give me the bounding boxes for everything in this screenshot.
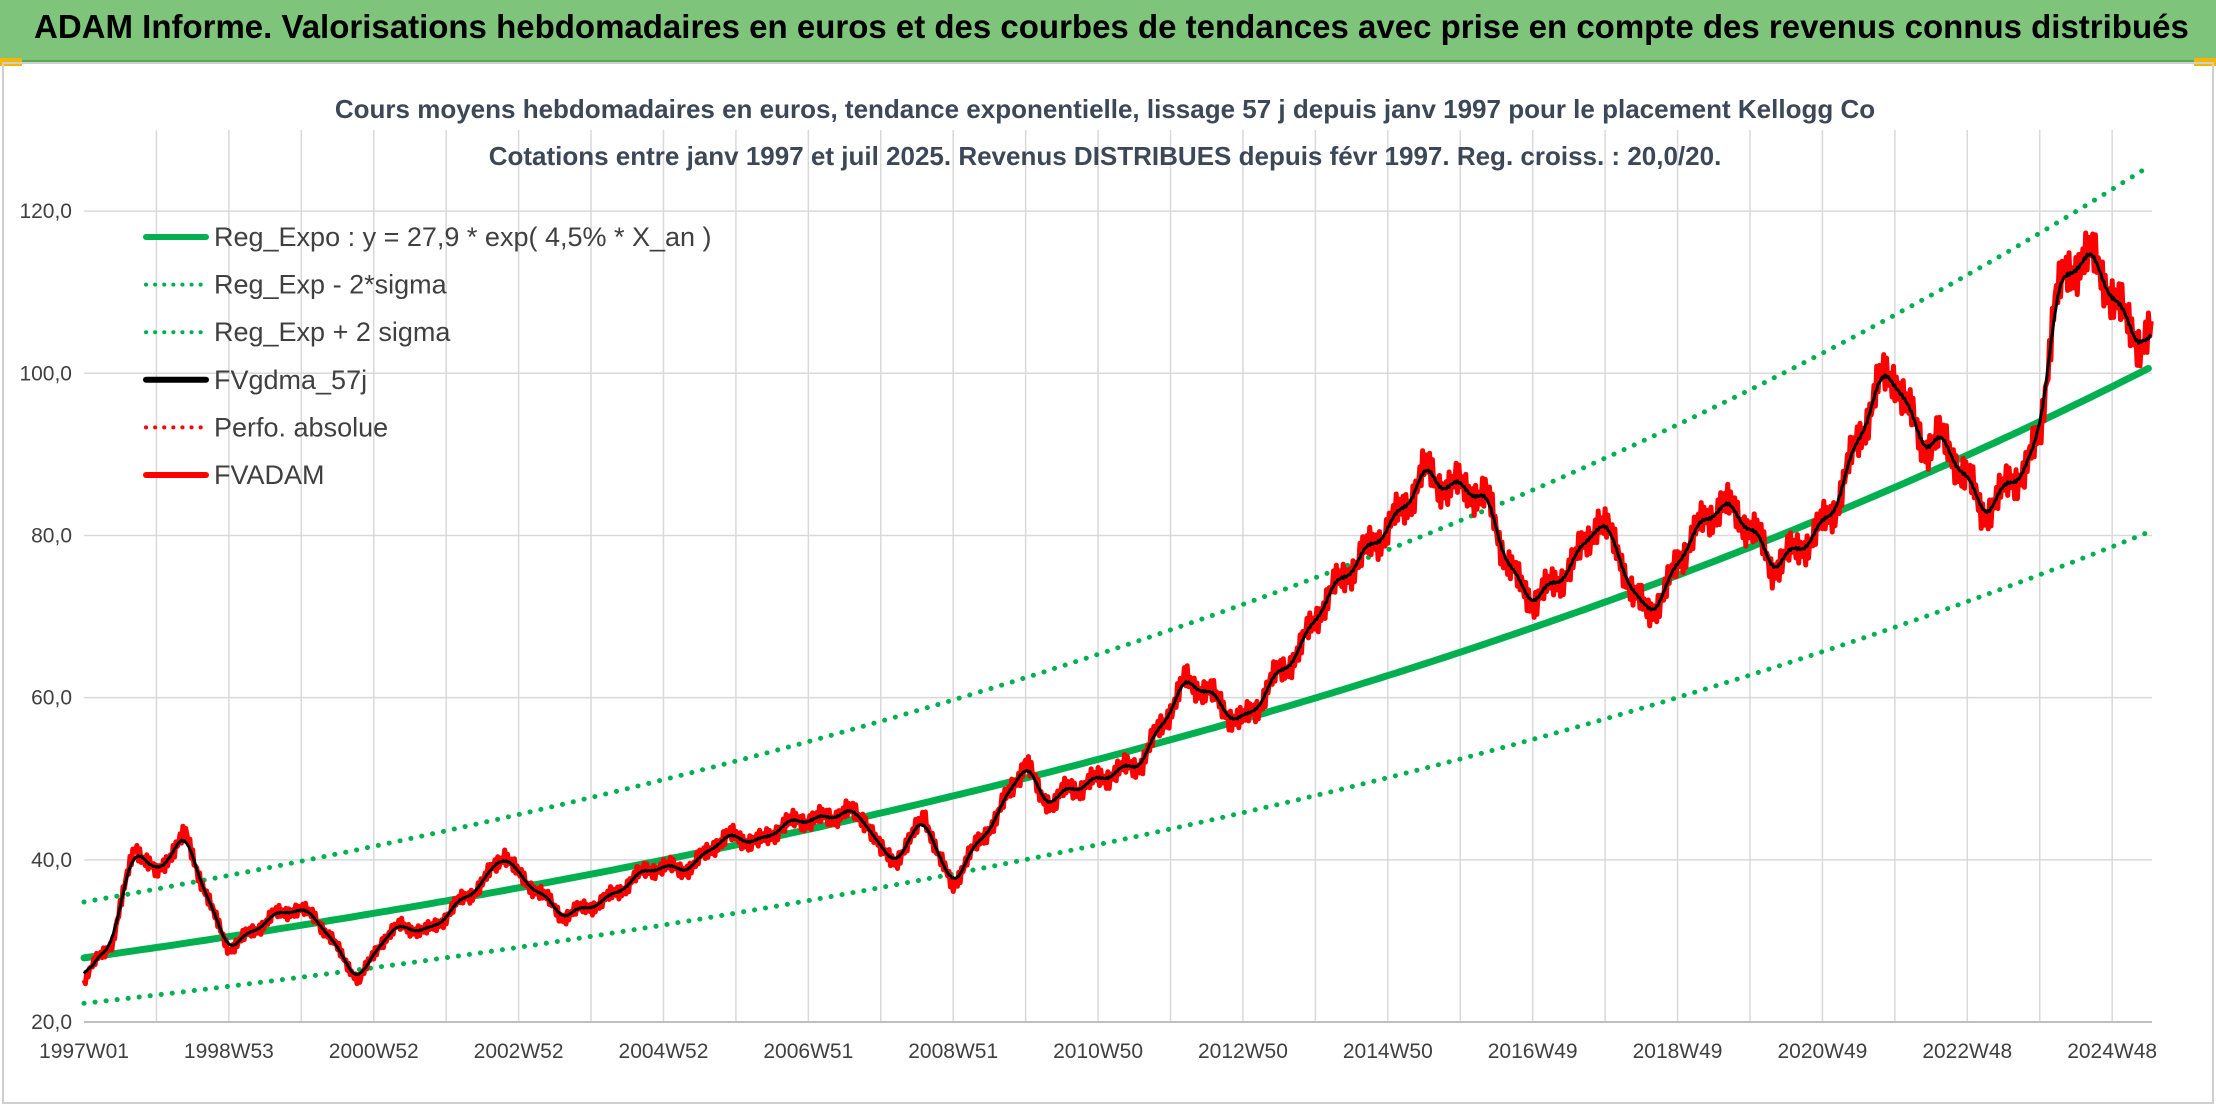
y-tick-label: 120,0 <box>19 200 72 223</box>
y-tick-label: 60,0 <box>31 687 72 710</box>
regression-line <box>81 529 2151 1006</box>
x-tick-label: 2004W52 <box>619 1040 709 1063</box>
legend-item: Perfo. absolue <box>214 412 388 442</box>
legend-item: FVgdma_57j <box>214 365 367 395</box>
legend-item: Reg_Exp + 2 sigma <box>214 317 451 347</box>
x-tick-label: 2016W49 <box>1488 1040 1578 1063</box>
regression-line <box>81 164 2151 905</box>
series-lines <box>80 164 2154 1006</box>
regression-line <box>80 364 2152 962</box>
x-tick-label: 2018W49 <box>1633 1040 1723 1063</box>
chart-title: Cours moyens hebdomadaires en euros, ten… <box>335 94 1875 124</box>
x-tick-label: 2024W48 <box>2067 1040 2157 1063</box>
x-tick-label: 2008W51 <box>908 1040 998 1063</box>
chart-frame <box>2 62 2214 1104</box>
chart-subtitle: Cotations entre janv 1997 et juil 2025. … <box>489 141 1722 171</box>
y-tick-label: 80,0 <box>31 524 72 547</box>
x-tick-label: 2000W52 <box>329 1040 419 1063</box>
x-tick-label: 2002W52 <box>474 1040 564 1063</box>
x-tick-label: 1998W53 <box>184 1040 274 1063</box>
y-axis-ticks: 20,0 40,0 60,0 80,0 100,0 120,0 <box>19 200 72 1034</box>
x-tick-label: 2020W49 <box>1777 1040 1867 1063</box>
x-tick-label: 2012W50 <box>1198 1040 1288 1063</box>
legend: Reg_Expo : y = 27,9 * exp( 4,5% * X_an )… <box>143 222 712 490</box>
legend-item: Reg_Exp - 2*sigma <box>214 270 448 300</box>
legend-item: Reg_Expo : y = 27,9 * exp( 4,5% * X_an ) <box>214 222 712 252</box>
x-tick-label: 1997W01 <box>39 1040 129 1063</box>
x-tick-label: 2014W50 <box>1343 1040 1433 1063</box>
y-tick-label: 100,0 <box>19 362 72 385</box>
y-tick-label: 40,0 <box>31 849 72 872</box>
x-tick-label: 2006W51 <box>763 1040 853 1063</box>
report-banner: ADAM Informe. Valorisations hebdomadaire… <box>0 0 2216 62</box>
report-title: ADAM Informe. Valorisations hebdomadaire… <box>34 8 2189 45</box>
legend-item: FVADAM <box>214 460 325 490</box>
x-axis-ticks: 1997W01 1998W53 2000W52 2002W52 2004W52 2006W… <box>39 1040 2157 1063</box>
x-tick-label: 2010W50 <box>1053 1040 1143 1063</box>
y-tick-label: 20,0 <box>31 1011 72 1034</box>
grid-lines <box>84 130 2152 1023</box>
fvgdma-line <box>82 252 2153 977</box>
x-tick-label: 2022W48 <box>1922 1040 2012 1063</box>
